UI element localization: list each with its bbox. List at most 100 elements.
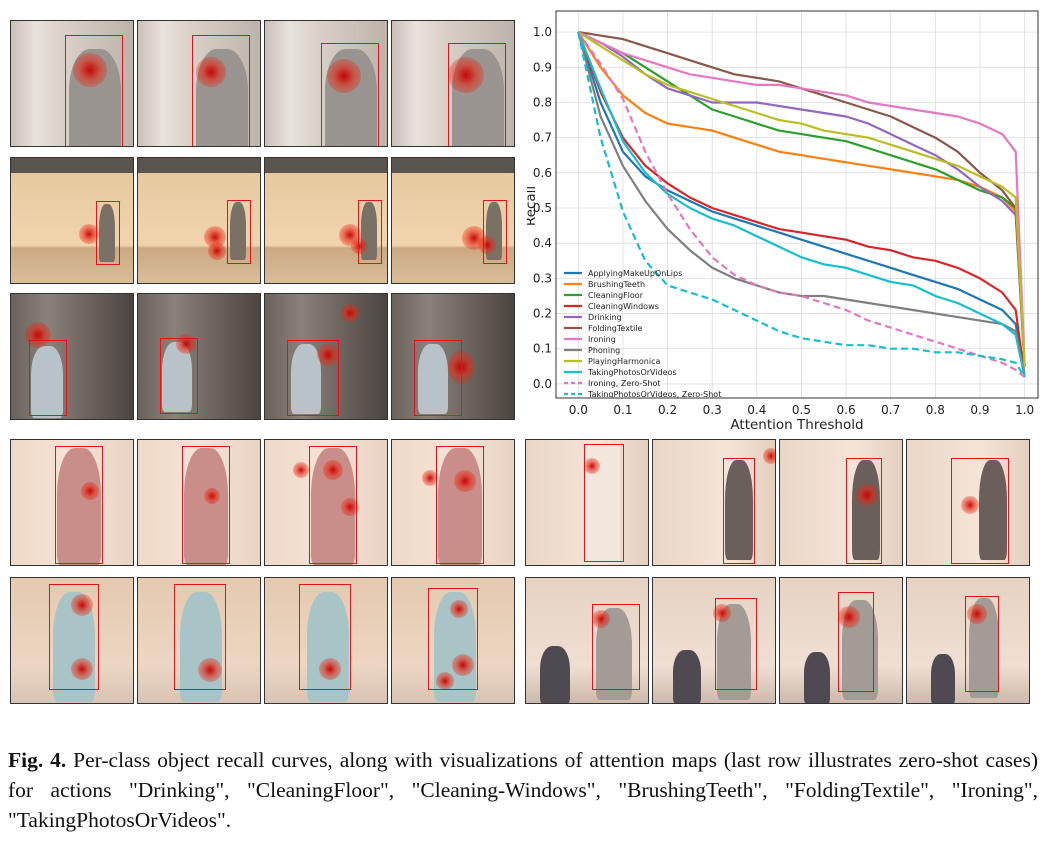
attention-thumbnail — [906, 577, 1030, 704]
y-tick-label: 0.1 — [533, 342, 552, 356]
series-line — [577, 31, 1026, 367]
attention-thumbnail — [779, 577, 903, 704]
figure-label: Fig. 4. — [8, 748, 67, 772]
attention-thumbnail — [10, 439, 134, 566]
legend-entry: FoldingTextile — [588, 324, 643, 333]
bounding-box — [96, 201, 120, 265]
y-tick-label: 0.3 — [533, 271, 552, 285]
x-tick-label: 0.9 — [970, 403, 989, 417]
attention-thumbnail — [137, 20, 261, 147]
bounding-box — [182, 446, 230, 564]
x-tick-label: 0.7 — [881, 403, 900, 417]
attention-row-ironing-zero-shot — [10, 577, 515, 704]
y-tick-label: 0.4 — [533, 236, 552, 250]
legend-entry: PlayingHarmonica — [588, 357, 661, 366]
y-tick-label: 0.9 — [533, 60, 552, 74]
bounding-box — [227, 200, 251, 264]
bounding-box — [49, 584, 99, 690]
x-tick-label: 0.2 — [658, 403, 677, 417]
bounding-box — [414, 340, 462, 416]
attention-thumbnail — [391, 20, 515, 147]
attention-thumbnail — [652, 439, 776, 566]
bounding-box — [584, 444, 624, 562]
bounding-box — [846, 458, 882, 564]
x-tick-label: 0.1 — [613, 403, 632, 417]
attention-thumbnail — [525, 439, 649, 566]
attention-thumbnail — [264, 20, 388, 147]
legend-entry: TakingPhotosOrVideos, Zero-Shot — [587, 390, 721, 399]
attention-row-drinking — [10, 20, 515, 147]
bounding-box — [287, 340, 339, 416]
series-line — [577, 31, 1026, 367]
attention-thumbnail — [264, 439, 388, 566]
x-tick-label: 0.4 — [747, 403, 766, 417]
attention-thumbnail — [137, 439, 261, 566]
legend-entry: Phoning — [588, 346, 620, 355]
attention-thumbnail — [652, 577, 776, 704]
legend-entry: Ironing, Zero-Shot — [588, 379, 661, 388]
x-tick-label: 0.6 — [837, 403, 856, 417]
attention-thumbnail — [10, 20, 134, 147]
attention-thumbnail — [264, 577, 388, 704]
x-tick-labels: 0.0 0.1 0.2 0.3 0.4 0.5 0.6 0.7 0.8 0.9 1.0 — [569, 403, 1034, 417]
y-tick-label: 0.8 — [533, 95, 552, 109]
y-tick-label: 0.6 — [533, 166, 552, 180]
bounding-box — [299, 584, 351, 690]
attention-row-takingphotos-zero-shot — [525, 577, 1030, 704]
series-line — [577, 31, 1026, 378]
bounding-box — [715, 598, 757, 690]
attention-thumbnail — [391, 577, 515, 704]
legend-entry: Ironing — [588, 335, 616, 344]
attention-thumbnail — [264, 293, 388, 420]
x-axis-label: Attention Threshold — [730, 417, 863, 433]
chart-series-lines — [577, 31, 1026, 378]
y-tick-label: 0.7 — [533, 131, 552, 145]
bounding-box — [436, 446, 484, 564]
bounding-box — [483, 200, 507, 264]
plot-frame — [555, 10, 1039, 399]
figure-caption: Fig. 4. Per-class object recall curves, … — [8, 745, 1038, 835]
attention-row-brushingteeth — [10, 439, 515, 566]
y-tick-labels: 0.0 0.1 0.2 0.3 0.4 0.5 0.6 0.7 0.8 0.9 1.0 — [533, 25, 552, 391]
attention-thumbnail — [391, 157, 515, 284]
bounding-box — [723, 458, 755, 564]
attention-thumbnail — [525, 577, 649, 704]
series-line — [577, 31, 1026, 378]
attention-thumbnail — [10, 577, 134, 704]
bounding-box — [55, 446, 103, 564]
attention-row-foldingtextile — [525, 439, 1030, 566]
y-axis-label: Recall — [527, 186, 539, 226]
x-tick-label: 0.3 — [703, 403, 722, 417]
attention-thumbnail — [264, 157, 388, 284]
attention-row-cleaningwindows — [10, 293, 515, 420]
attention-thumbnail — [10, 157, 134, 284]
series-line — [577, 31, 1026, 378]
y-tick-label: 0.5 — [533, 201, 552, 215]
bounding-box — [174, 584, 226, 690]
legend-entry: Drinking — [588, 313, 622, 322]
attention-row-cleaningfloor — [10, 157, 515, 284]
chart-grid — [556, 11, 1038, 398]
bounding-box — [951, 458, 1009, 564]
attention-thumbnail — [779, 439, 903, 566]
bounding-box — [29, 340, 67, 416]
series-line — [577, 31, 1026, 363]
series-line — [577, 31, 1026, 378]
x-tick-label: 0.5 — [792, 403, 811, 417]
attention-thumbnail — [137, 577, 261, 704]
bounding-box — [965, 596, 999, 692]
y-tick-label: 1.0 — [533, 25, 552, 39]
attention-thumbnail — [10, 293, 134, 420]
recall-chart: 0.0 0.1 0.2 0.3 0.4 0.5 0.6 0.7 0.8 0.9 1.0 0.0 0.1… — [527, 10, 1039, 433]
x-tick-label: 0.8 — [926, 403, 945, 417]
bounding-box — [428, 588, 478, 690]
figure-caption-text: Per-class object recall curves, along wi… — [8, 748, 1039, 832]
bounding-box — [321, 43, 379, 146]
bounding-box — [309, 446, 357, 564]
bounding-box — [160, 338, 198, 414]
attention-thumbnail — [137, 293, 261, 420]
series-line — [577, 31, 1026, 367]
bounding-box — [592, 604, 640, 690]
bounding-box — [448, 43, 506, 146]
legend-entry: CleaningWindows — [588, 302, 659, 311]
